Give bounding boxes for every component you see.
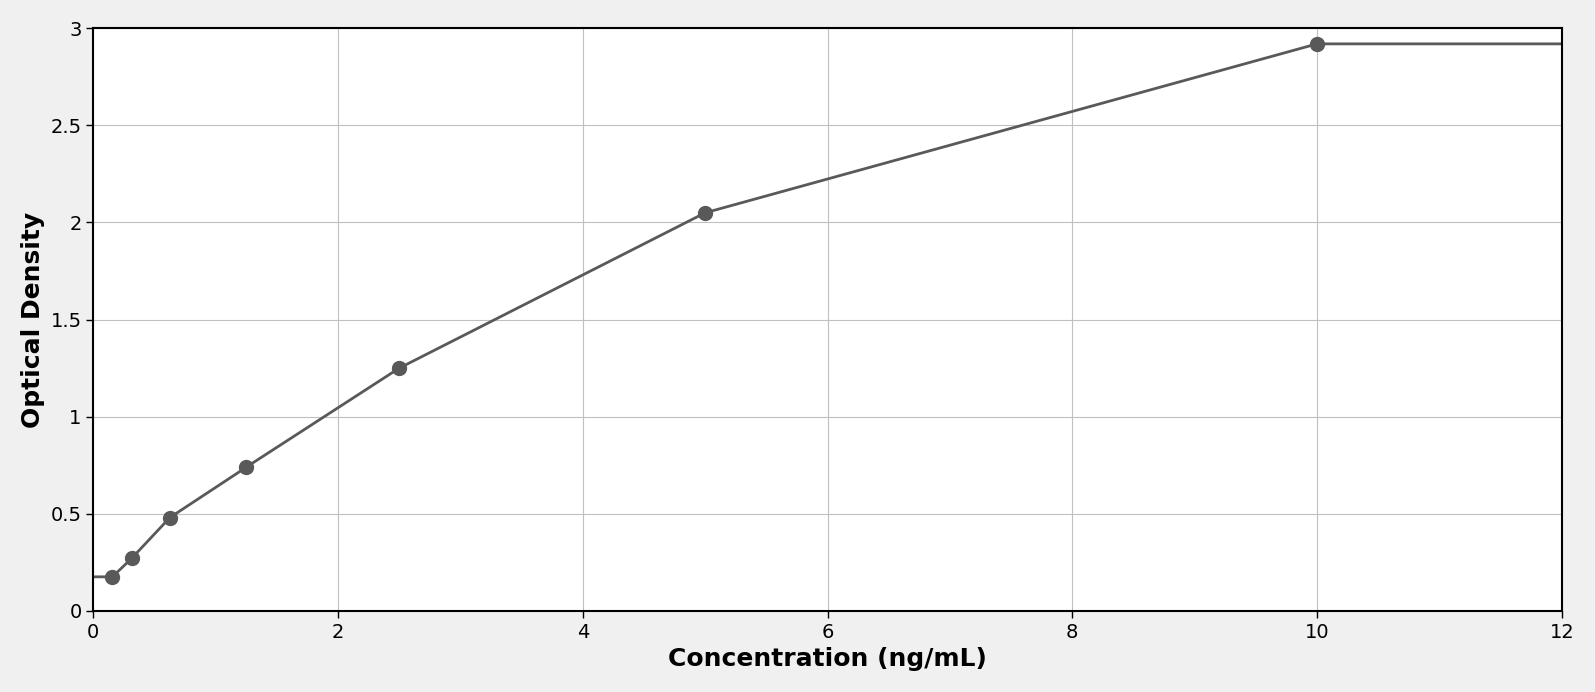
- Point: [386, 363, 412, 374]
- Point: [156, 512, 182, 523]
- Point: [233, 462, 258, 473]
- Point: [692, 207, 718, 218]
- Point: [99, 572, 124, 583]
- Point: [1305, 38, 1330, 49]
- X-axis label: Concentration (ng/mL): Concentration (ng/mL): [668, 647, 987, 671]
- Point: [120, 553, 145, 564]
- Y-axis label: Optical Density: Optical Density: [21, 212, 45, 428]
